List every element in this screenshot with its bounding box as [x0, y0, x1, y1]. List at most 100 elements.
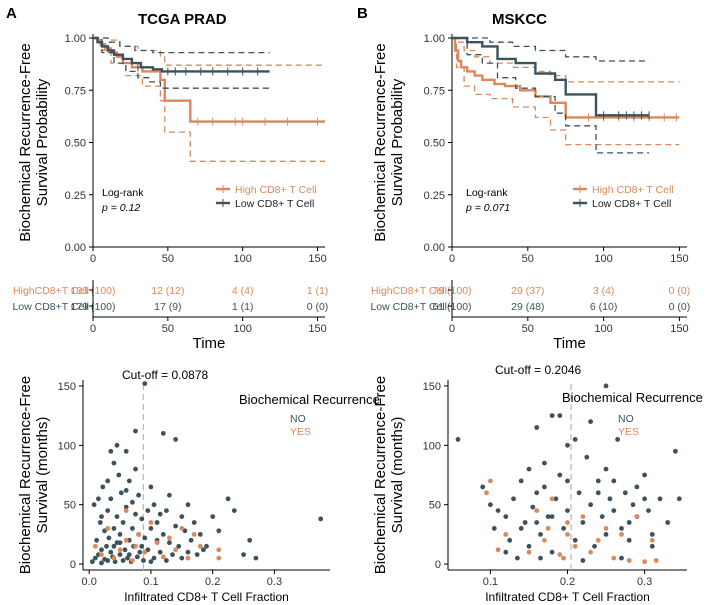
km-x-tick-label: 100 — [594, 253, 612, 265]
scatter-point — [179, 526, 185, 531]
km-survival-curve — [452, 36, 650, 117]
scatter-point — [518, 478, 524, 484]
risk-table-cell: 1 (1) — [307, 285, 329, 297]
risk-table-cell: 17 (9) — [154, 301, 181, 313]
scatter-point — [595, 478, 601, 484]
scatter-point — [148, 484, 154, 490]
scatter-point — [160, 431, 166, 436]
scatter-point — [123, 508, 129, 513]
scatter-point — [120, 558, 126, 563]
risk-x-tick-label: 150 — [670, 323, 688, 335]
scatter-point — [549, 496, 555, 502]
scatter-y-label-line2: Survival (months) — [34, 417, 51, 534]
scatter-point — [148, 559, 154, 565]
scatter-point — [126, 478, 132, 484]
scatter-point — [179, 555, 185, 561]
scatter-point — [89, 559, 95, 565]
scatter-point — [96, 496, 101, 502]
scatter-point — [133, 428, 138, 434]
scatter-point — [139, 516, 145, 522]
scatter-y-label-line1: Biochemical Recurrence-Free — [17, 376, 34, 574]
scatter-point — [511, 496, 516, 502]
scatter-point — [241, 552, 247, 557]
scatter-legend-item: YES — [618, 426, 639, 438]
km-legend-label: High CD8+ T Cell — [592, 184, 674, 196]
km-plot-a: 0.00 0.25 0.50 0.75 1.00 0 50 100 150 Biochemical… — [12, 33, 328, 352]
scatter-point — [534, 508, 540, 513]
scatter-point — [185, 502, 191, 508]
scatter-point — [111, 460, 117, 466]
scatter-point — [615, 437, 620, 442]
km-x-tick-label: 150 — [670, 253, 688, 265]
scatter-point — [231, 508, 237, 513]
scatter-point — [117, 547, 123, 553]
scatter-point — [167, 540, 172, 546]
km-y-label-line1: Biochemical Recurrence-Free — [17, 43, 34, 241]
km-legend-label: Low CD8+ T Cell — [592, 198, 671, 210]
scatter-point — [495, 508, 501, 513]
scatter-point — [522, 520, 528, 525]
km-y-tick-label: 0.25 — [65, 190, 86, 202]
km-y-tick-label: 1.00 — [424, 33, 445, 45]
scatter-point — [542, 484, 547, 490]
panel-a-title: TCGA PRAD — [138, 11, 227, 28]
scatter-point — [111, 526, 117, 531]
scatter-point — [97, 520, 103, 525]
scatter-point — [561, 555, 566, 561]
scatter-point — [649, 532, 655, 537]
scatter-point — [123, 448, 129, 454]
scatter-point — [495, 547, 501, 553]
scatter-point — [188, 537, 194, 543]
scatter-point — [216, 528, 222, 534]
risk-table-cell: 6 (10) — [590, 301, 617, 313]
scatter-point — [253, 555, 259, 561]
scatter-point — [622, 490, 628, 496]
scatter-point — [545, 526, 551, 531]
risk-table-cell: 29 (48) — [511, 301, 544, 313]
scatter-point — [626, 537, 632, 543]
scatter-x-tick-label: 0.3 — [637, 576, 652, 588]
scatter-point — [565, 520, 570, 525]
risk-x-tick-label: 150 — [308, 323, 326, 335]
scatter-point — [210, 514, 216, 519]
scatter-y-tick-label: 100 — [423, 440, 441, 452]
scatter-point — [580, 520, 586, 525]
scatter-point — [142, 549, 148, 555]
scatter-point — [114, 514, 120, 519]
scatter-point — [111, 543, 117, 549]
scatter-point — [595, 490, 601, 496]
scatter-point — [122, 547, 128, 553]
scatter-y-tick-label: 150 — [58, 381, 76, 393]
scatter-point — [611, 478, 617, 484]
scatter-point — [572, 537, 578, 543]
scatter-y-tick-label: 0 — [70, 559, 76, 571]
scatter-point — [133, 511, 138, 517]
scatter-point — [204, 543, 209, 549]
scatter-point — [179, 514, 185, 519]
km-ci-lower — [452, 37, 650, 154]
scatter-point — [216, 555, 222, 561]
scatter-y-tick-label: 50 — [429, 500, 441, 512]
scatter-point — [534, 520, 540, 525]
scatter-point — [595, 537, 601, 543]
scatter-point — [136, 492, 142, 498]
km-y-tick-label: 0.75 — [65, 85, 86, 97]
scatter-point — [626, 558, 632, 563]
scatter-point — [167, 535, 172, 541]
scatter-y-label-line2: Survival (months) — [389, 417, 406, 534]
scatter-point — [126, 552, 132, 557]
scatter-point — [105, 478, 111, 484]
scatter-point — [154, 520, 160, 525]
scatter-point — [634, 514, 640, 519]
scatter-point — [105, 526, 111, 531]
scatter-point — [549, 549, 555, 555]
panel-a-letter: A — [6, 5, 17, 22]
km-y-label-line2: Survival Probability — [34, 78, 51, 206]
scatter-point — [607, 496, 613, 502]
scatter-point — [542, 460, 547, 466]
scatter-point — [565, 532, 570, 537]
scatter-point — [619, 532, 624, 537]
scatter-point — [133, 466, 138, 472]
scatter-point — [197, 532, 203, 537]
scatter-point — [526, 466, 532, 472]
